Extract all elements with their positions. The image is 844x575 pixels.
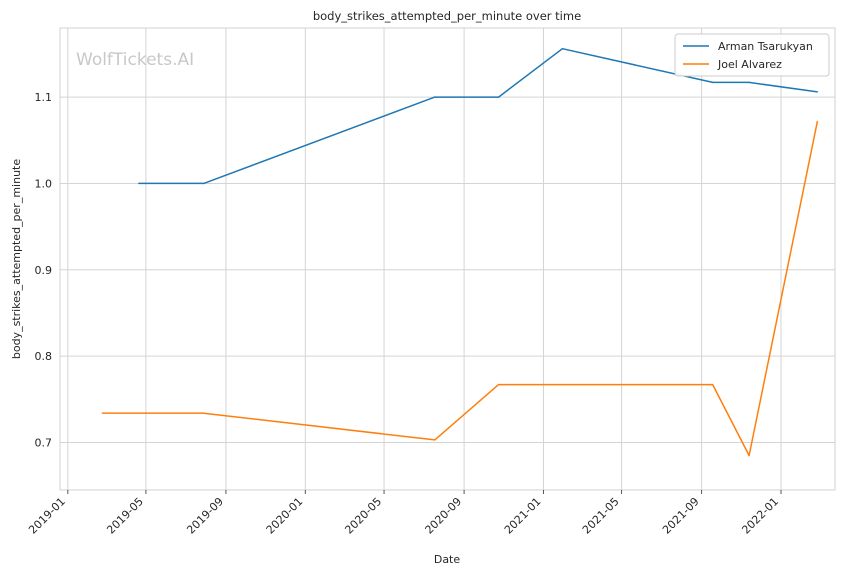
x-tick-label: 2021-05 (580, 495, 622, 537)
series-line-joel-alvarez (102, 121, 819, 457)
y-axis-label: body_strikes_attempted_per_minute (10, 159, 23, 359)
y-tick-label: 0.7 (35, 437, 53, 450)
x-tick-label: 2019-09 (184, 495, 226, 537)
data-point-arman-tsarukyan (497, 96, 500, 98)
data-point-arman-tsarukyan (816, 91, 819, 93)
watermark: WolfTickets.AI (76, 50, 194, 70)
chart-title: body_strikes_attempted_per_minute over t… (313, 9, 581, 23)
x-tick-label: 2021-01 (502, 495, 544, 537)
legend-label-arman-tsarukyan: Arman Tsarukyan (718, 40, 813, 53)
y-axis-ticks: 0.7 0.8 0.9 1.0 1.1 (35, 91, 53, 449)
x-tick-label: 2020-01 (264, 495, 306, 537)
data-point-joel-alvarez (101, 412, 104, 414)
x-tick-label: 2019-05 (104, 495, 146, 537)
data-point-arman-tsarukyan (203, 182, 205, 185)
data-point-arman-tsarukyan (561, 47, 564, 50)
legend-label-joel-alvarez: Joel Alvarez (717, 58, 782, 71)
x-tick-label: 2021-09 (660, 495, 702, 537)
data-point-arman-tsarukyan (711, 81, 714, 84)
data-point-joel-alvarez (497, 383, 500, 386)
series-line-arman-tsarukyan (138, 47, 818, 185)
series-lines (101, 47, 819, 457)
data-point-arman-tsarukyan (137, 182, 140, 185)
data-point-arman-tsarukyan (748, 81, 750, 84)
x-tick-label: 2020-09 (423, 495, 465, 537)
y-tick-label: 0.9 (35, 264, 53, 277)
data-point-joel-alvarez (434, 439, 436, 441)
data-point-joel-alvarez (748, 454, 750, 457)
data-point-joel-alvarez (561, 383, 564, 386)
legend-box (674, 33, 830, 77)
x-tick-label: 2020-05 (342, 495, 384, 537)
y-tick-label: 1.0 (35, 177, 53, 190)
legend: Arman Tsarukyan Joel Alvarez (674, 33, 830, 77)
x-axis-ticks: 2019-01 2019-05 2019-09 2020-01 2020-05 2020-… (26, 490, 782, 537)
grid-lines (60, 28, 835, 490)
x-axis-label: Date (434, 553, 461, 566)
y-tick-label: 0.8 (35, 350, 53, 363)
y-tick-label: 1.1 (35, 91, 53, 104)
plot-frame (59, 27, 836, 491)
data-point-joel-alvarez (816, 120, 819, 123)
data-point-joel-alvarez (711, 383, 714, 386)
data-point-joel-alvarez (201, 412, 204, 414)
data-point-arman-tsarukyan (434, 96, 436, 98)
x-tick-label: 2019-01 (26, 495, 68, 537)
x-tick-label: 2022-01 (739, 495, 781, 537)
